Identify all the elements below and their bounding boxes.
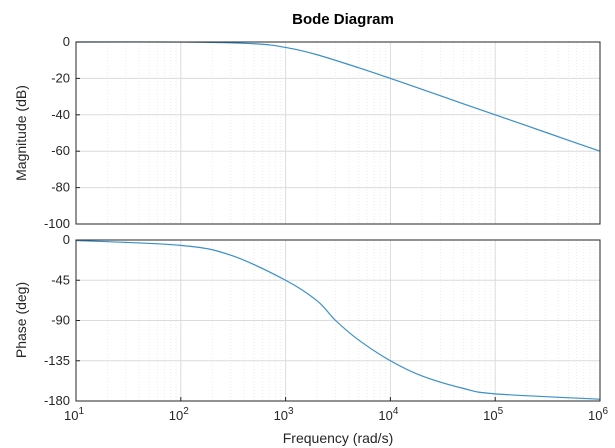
x-tick-exponent: 2 (183, 406, 189, 417)
x-tick-base: 10 (483, 408, 497, 423)
magnitude-y-tick-label: 0 (63, 34, 70, 49)
magnitude-y-tick-label: -60 (51, 143, 70, 158)
x-tick-base: 10 (378, 408, 392, 423)
phase-y-ticks: 0 -45 -90 -135 -180 (44, 232, 80, 408)
x-tick-base: 10 (274, 408, 288, 423)
phase-response-line (75, 239, 601, 400)
magnitude-y-axis-label: Magnitude (dB) (13, 85, 29, 181)
frequency-x-ticks: 101 102 103 104 105 106 (64, 397, 608, 423)
x-tick-exponent: 6 (602, 406, 608, 417)
phase-y-axis-label: Phase (deg) (13, 282, 29, 358)
phase-panel: 0 -45 -90 -135 -180 Phase (deg) (13, 232, 601, 408)
magnitude-y-tick-label: -20 (51, 70, 70, 85)
phase-y-tick-label: -90 (51, 313, 70, 328)
magnitude-y-tick-label: -100 (44, 216, 70, 231)
x-tick-exponent: 3 (288, 406, 294, 417)
x-tick-label: 101 (64, 406, 84, 423)
phase-y-tick-label: -45 (51, 272, 70, 287)
x-tick-label: 104 (378, 406, 398, 423)
magnitude-y-ticks: 0 -20 -40 -60 -80 -100 (44, 34, 80, 231)
phase-y-tick-label: 0 (63, 232, 70, 247)
magnitude-response-line (75, 41, 601, 152)
x-tick-base: 10 (169, 408, 183, 423)
x-tick-base: 10 (64, 408, 78, 423)
x-tick-exponent: 5 (498, 406, 504, 417)
magnitude-y-tick-label: -40 (51, 107, 70, 122)
chart-title: Bode Diagram (292, 11, 394, 28)
x-tick-base: 10 (588, 408, 602, 423)
x-tick-exponent: 1 (78, 406, 84, 417)
frequency-x-axis-label: Frequency (rad/s) (283, 430, 393, 446)
x-tick-exponent: 4 (393, 406, 399, 417)
magnitude-axes-background (75, 41, 601, 225)
x-tick-label: 106 (588, 406, 608, 423)
phase-curve (75, 239, 601, 400)
magnitude-curve (75, 41, 601, 152)
magnitude-panel: 0 -20 -40 -60 -80 -100 Magnitude (dB) (13, 34, 601, 231)
phase-y-tick-label: -180 (44, 393, 70, 408)
x-tick-label: 102 (169, 406, 189, 423)
magnitude-y-tick-label: -80 (51, 180, 70, 195)
phase-y-tick-label: -135 (44, 353, 70, 368)
x-tick-label: 103 (274, 406, 294, 423)
magnitude-axes-frame (75, 41, 601, 225)
x-tick-label: 105 (483, 406, 503, 423)
